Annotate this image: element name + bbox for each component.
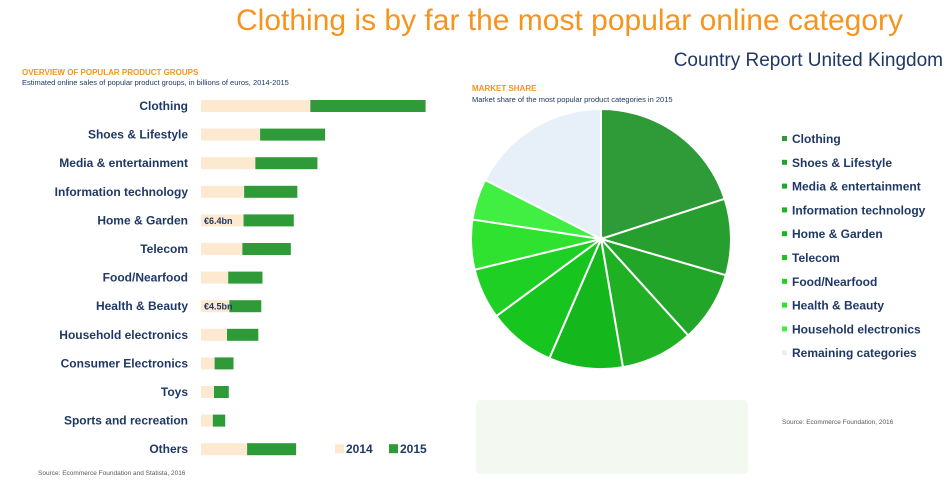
bar-category-label: Media & entertainment bbox=[59, 156, 188, 170]
pie-slice bbox=[600, 107, 726, 241]
pie-legend-swatch bbox=[782, 231, 787, 237]
bar-segment-2015 bbox=[214, 357, 234, 370]
pie-legend-label: Information technology bbox=[792, 203, 926, 217]
bar-chart-source: Source: Ecommerce Foundation and Statist… bbox=[38, 470, 186, 477]
bar-category-label: Clothing bbox=[139, 99, 188, 113]
bar-segment-2014 bbox=[201, 128, 261, 141]
bar-segment-2015 bbox=[214, 386, 229, 398]
pie-slice bbox=[597, 197, 732, 277]
bar-segment-2015 bbox=[228, 271, 263, 284]
faded-panel bbox=[476, 400, 748, 474]
pie-chart-source: Source: Ecommerce Foundation, 2016 bbox=[782, 419, 894, 426]
bar-segment-2014 bbox=[201, 443, 248, 456]
bar-segment-2015 bbox=[260, 128, 326, 141]
bar-segment-2015 bbox=[229, 300, 262, 313]
pie-legend-label: Remaining categories bbox=[792, 346, 917, 360]
pie-legend-swatch bbox=[782, 159, 787, 165]
bar-segment-2014 bbox=[201, 271, 229, 284]
bar-category-label: Food/Nearfood bbox=[103, 271, 188, 285]
pie-chart: Clothing Shoes & Lifestyle Media & enterta… bbox=[470, 107, 926, 370]
bar-segment-2014 bbox=[201, 328, 228, 341]
pie-legend-label: Clothing bbox=[792, 132, 841, 146]
bar-category-label: Shoes & Lifestyle bbox=[88, 128, 188, 142]
pie-legend-label: Media & entertainment bbox=[792, 180, 921, 194]
bar-category-label: Others bbox=[149, 442, 188, 456]
legend-label-2014: 2014 bbox=[346, 442, 373, 456]
bar-segment-2015 bbox=[243, 214, 294, 227]
pie-legend-swatch bbox=[782, 326, 787, 332]
bar-data-label: €4.5bn bbox=[204, 302, 233, 312]
bar-chart: Clothing Shoes & Lifestyle Media & enterta… bbox=[55, 99, 427, 456]
bar-chart-heading: OVERVIEW OF POPULAR PRODUCT GROUPS bbox=[22, 68, 199, 77]
bar-segment-2015 bbox=[242, 243, 291, 255]
bar-segment-2014 bbox=[201, 243, 243, 255]
bar-chart-subheading: Estimated online sales of popular produc… bbox=[22, 78, 289, 87]
bar-segment-2015 bbox=[244, 185, 298, 198]
pie-chart-subheading: Market share of the most popular product… bbox=[472, 95, 673, 104]
bar-segment-2014 bbox=[201, 185, 245, 198]
bar-segment-2015 bbox=[227, 328, 259, 341]
pie-slice bbox=[483, 107, 602, 241]
pie-legend-swatch bbox=[782, 302, 787, 308]
legend-swatch-2014 bbox=[335, 444, 344, 454]
bar-category-label: Household electronics bbox=[59, 328, 188, 342]
bar-segment-2014 bbox=[201, 157, 256, 170]
pie-legend-label: Food/Nearfood bbox=[792, 275, 877, 289]
bar-category-label: Sports and recreation bbox=[64, 414, 188, 428]
bar-category-label: Information technology bbox=[55, 185, 189, 199]
bar-segment-2014 bbox=[201, 300, 230, 313]
bar-segment-2014 bbox=[201, 214, 244, 227]
pie-legend-swatch bbox=[782, 136, 787, 141]
bar-segment-2014 bbox=[201, 414, 213, 427]
pie-legend-label: Health & Beauty bbox=[792, 299, 884, 313]
bar-category-label: Telecom bbox=[140, 242, 188, 256]
bar-category-label: Consumer Electronics bbox=[61, 356, 189, 370]
pie-legend-swatch bbox=[782, 207, 787, 213]
bar-segment-2014 bbox=[201, 386, 215, 398]
pie-legend-swatch bbox=[782, 183, 787, 189]
bar-category-label: Home & Garden bbox=[97, 213, 188, 227]
pie-legend-swatch bbox=[782, 278, 787, 284]
bar-category-label: Toys bbox=[161, 385, 188, 399]
pie-chart-heading: MARKET SHARE bbox=[472, 84, 537, 93]
page-title: Clothing is by far the most popular onli… bbox=[236, 4, 904, 37]
bar-data-label: €6.4bn bbox=[204, 216, 233, 226]
bar-segment-2015 bbox=[310, 100, 426, 112]
page-subtitle: Country Report United Kingdom bbox=[673, 50, 943, 71]
bar-segment-2014 bbox=[201, 357, 215, 370]
legend-swatch-2015 bbox=[389, 444, 398, 454]
bar-category-label: Health & Beauty bbox=[96, 299, 188, 313]
pie-legend-label: Household electronics bbox=[792, 322, 921, 336]
legend-label-2015: 2015 bbox=[400, 442, 427, 456]
pie-legend-label: Home & Garden bbox=[792, 227, 883, 241]
bar-segment-2014 bbox=[201, 100, 311, 112]
bar-segment-2015 bbox=[212, 414, 226, 427]
pie-legend-swatch bbox=[782, 255, 787, 260]
pie-legend-label: Telecom bbox=[792, 251, 840, 265]
bar-segment-2015 bbox=[247, 443, 297, 456]
pie-legend-swatch bbox=[782, 350, 787, 356]
bar-segment-2015 bbox=[255, 157, 318, 170]
pie-legend-label: Shoes & Lifestyle bbox=[792, 156, 892, 170]
